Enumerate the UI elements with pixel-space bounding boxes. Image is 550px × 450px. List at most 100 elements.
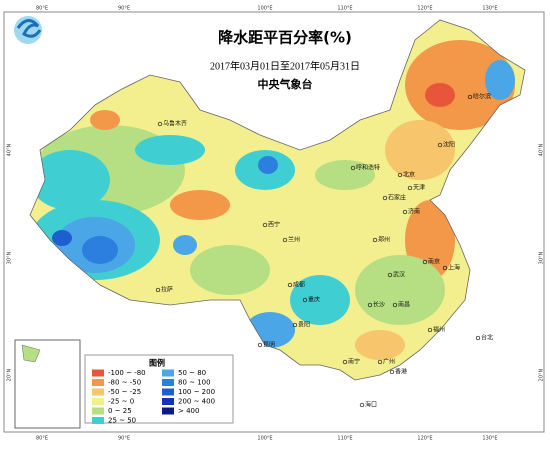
lat-label: 40°N	[539, 143, 545, 156]
legend-label: -25 ~ 0	[108, 398, 134, 406]
city-label: 郑州	[378, 236, 390, 244]
city-marker	[157, 121, 163, 127]
city-marker	[382, 195, 388, 201]
city-label: 兰州	[288, 236, 300, 244]
city-label: 武汉	[393, 271, 405, 279]
city-marker	[402, 209, 408, 215]
city-marker	[287, 282, 293, 288]
city-marker	[387, 272, 393, 278]
city-marker	[392, 302, 398, 308]
legend-swatch	[162, 407, 174, 415]
city-marker	[422, 259, 428, 265]
city-label: 沈阳	[443, 141, 455, 149]
city-label: 哈尔滨	[473, 93, 491, 101]
city-marker	[397, 172, 403, 178]
city-label: 海口	[365, 401, 377, 409]
city-label: 乌鲁木齐	[163, 120, 187, 128]
city-marker	[350, 165, 356, 171]
lat-label: 20°N	[7, 368, 13, 381]
city-label: 天津	[413, 185, 425, 192]
city-marker	[257, 342, 263, 348]
legend-swatch	[92, 398, 104, 405]
lon-label: 130°E	[482, 436, 497, 442]
lon-label: 80°E	[36, 436, 48, 442]
city-label: 南宁	[348, 358, 360, 366]
city-label: 呼和浩特	[356, 164, 380, 172]
legend-label: 100 ~ 200	[178, 388, 215, 396]
legend-swatch	[162, 369, 174, 377]
lat-label: 20°N	[539, 368, 545, 381]
lon-label: 100°E	[257, 6, 272, 12]
city-label: 济南	[408, 208, 420, 216]
legend-swatch	[162, 388, 174, 396]
city-label: 南昌	[398, 301, 410, 309]
lon-label: 80°E	[36, 6, 48, 12]
legend-swatch	[162, 379, 174, 386]
city-label: 台北	[481, 334, 493, 342]
legend-title: 图例	[149, 358, 165, 368]
city-label: 香港	[395, 368, 407, 376]
city-label: 长沙	[373, 301, 385, 309]
city-marker	[155, 287, 161, 293]
legend-box	[84, 354, 234, 424]
city-marker	[377, 359, 383, 365]
lon-label: 90°E	[118, 436, 130, 442]
legend-label: 25 ~ 50	[108, 417, 136, 425]
city-marker	[282, 237, 288, 243]
legend-label: -50 ~ -25	[108, 388, 141, 396]
city-marker	[367, 302, 373, 308]
city-label: 贵阳	[298, 321, 310, 329]
city-marker	[427, 327, 433, 333]
city-label: 昆明	[263, 342, 275, 349]
legend-swatch	[92, 388, 104, 396]
date-range: 2017年03月01日至2017年05月31日	[210, 59, 360, 72]
legend-swatch	[92, 379, 104, 386]
legend-swatch	[162, 398, 174, 405]
lon-label: 100°E	[257, 436, 272, 442]
title: 降水距平百分率(%)	[218, 29, 352, 47]
city-marker	[442, 265, 448, 271]
city-marker	[372, 237, 378, 243]
issuer: 中央气象台	[258, 77, 313, 91]
city-label: 广州	[383, 358, 395, 366]
city-label: 西宁	[268, 221, 280, 229]
city-marker	[437, 142, 443, 148]
legend-swatch	[92, 407, 104, 415]
legend-label: 50 ~ 80	[178, 369, 206, 377]
city-label: 南京	[428, 258, 440, 266]
city-marker	[262, 222, 268, 228]
city-label: 北京	[403, 171, 415, 179]
city-marker	[292, 322, 298, 328]
lon-label: 110°E	[337, 6, 352, 12]
city-marker	[302, 297, 308, 303]
legend-label: 200 ~ 400	[178, 398, 215, 406]
city-marker	[342, 359, 348, 365]
legend-label: 0 ~ 25	[108, 407, 132, 415]
legend-swatch	[92, 369, 104, 377]
legend-label: -80 ~ -50	[108, 379, 141, 387]
city-marker	[467, 94, 473, 100]
city-marker	[475, 335, 481, 341]
lon-label: 120°E	[417, 436, 432, 442]
lon-label: 90°E	[118, 6, 130, 12]
city-marker	[389, 369, 395, 375]
city-label: 福州	[433, 326, 445, 334]
legend-swatch	[92, 417, 104, 424]
lat-label: 40°N	[7, 143, 13, 156]
lon-label: 130°E	[482, 6, 497, 12]
city-label: 石家庄	[388, 194, 406, 202]
lon-label: 110°E	[337, 436, 352, 442]
city-label: 上海	[448, 264, 460, 272]
city-label: 拉萨	[161, 286, 173, 294]
legend-label: 80 ~ 100	[178, 379, 211, 387]
lat-label: 30°N	[539, 251, 545, 264]
city-marker	[407, 185, 413, 191]
legend-label: > 400	[178, 407, 199, 415]
city-marker	[359, 402, 365, 408]
legend-label: -100 ~ -80	[108, 369, 146, 377]
city-label: 成都	[293, 281, 305, 289]
lat-label: 30°N	[7, 251, 13, 264]
lon-label: 120°E	[417, 6, 432, 12]
